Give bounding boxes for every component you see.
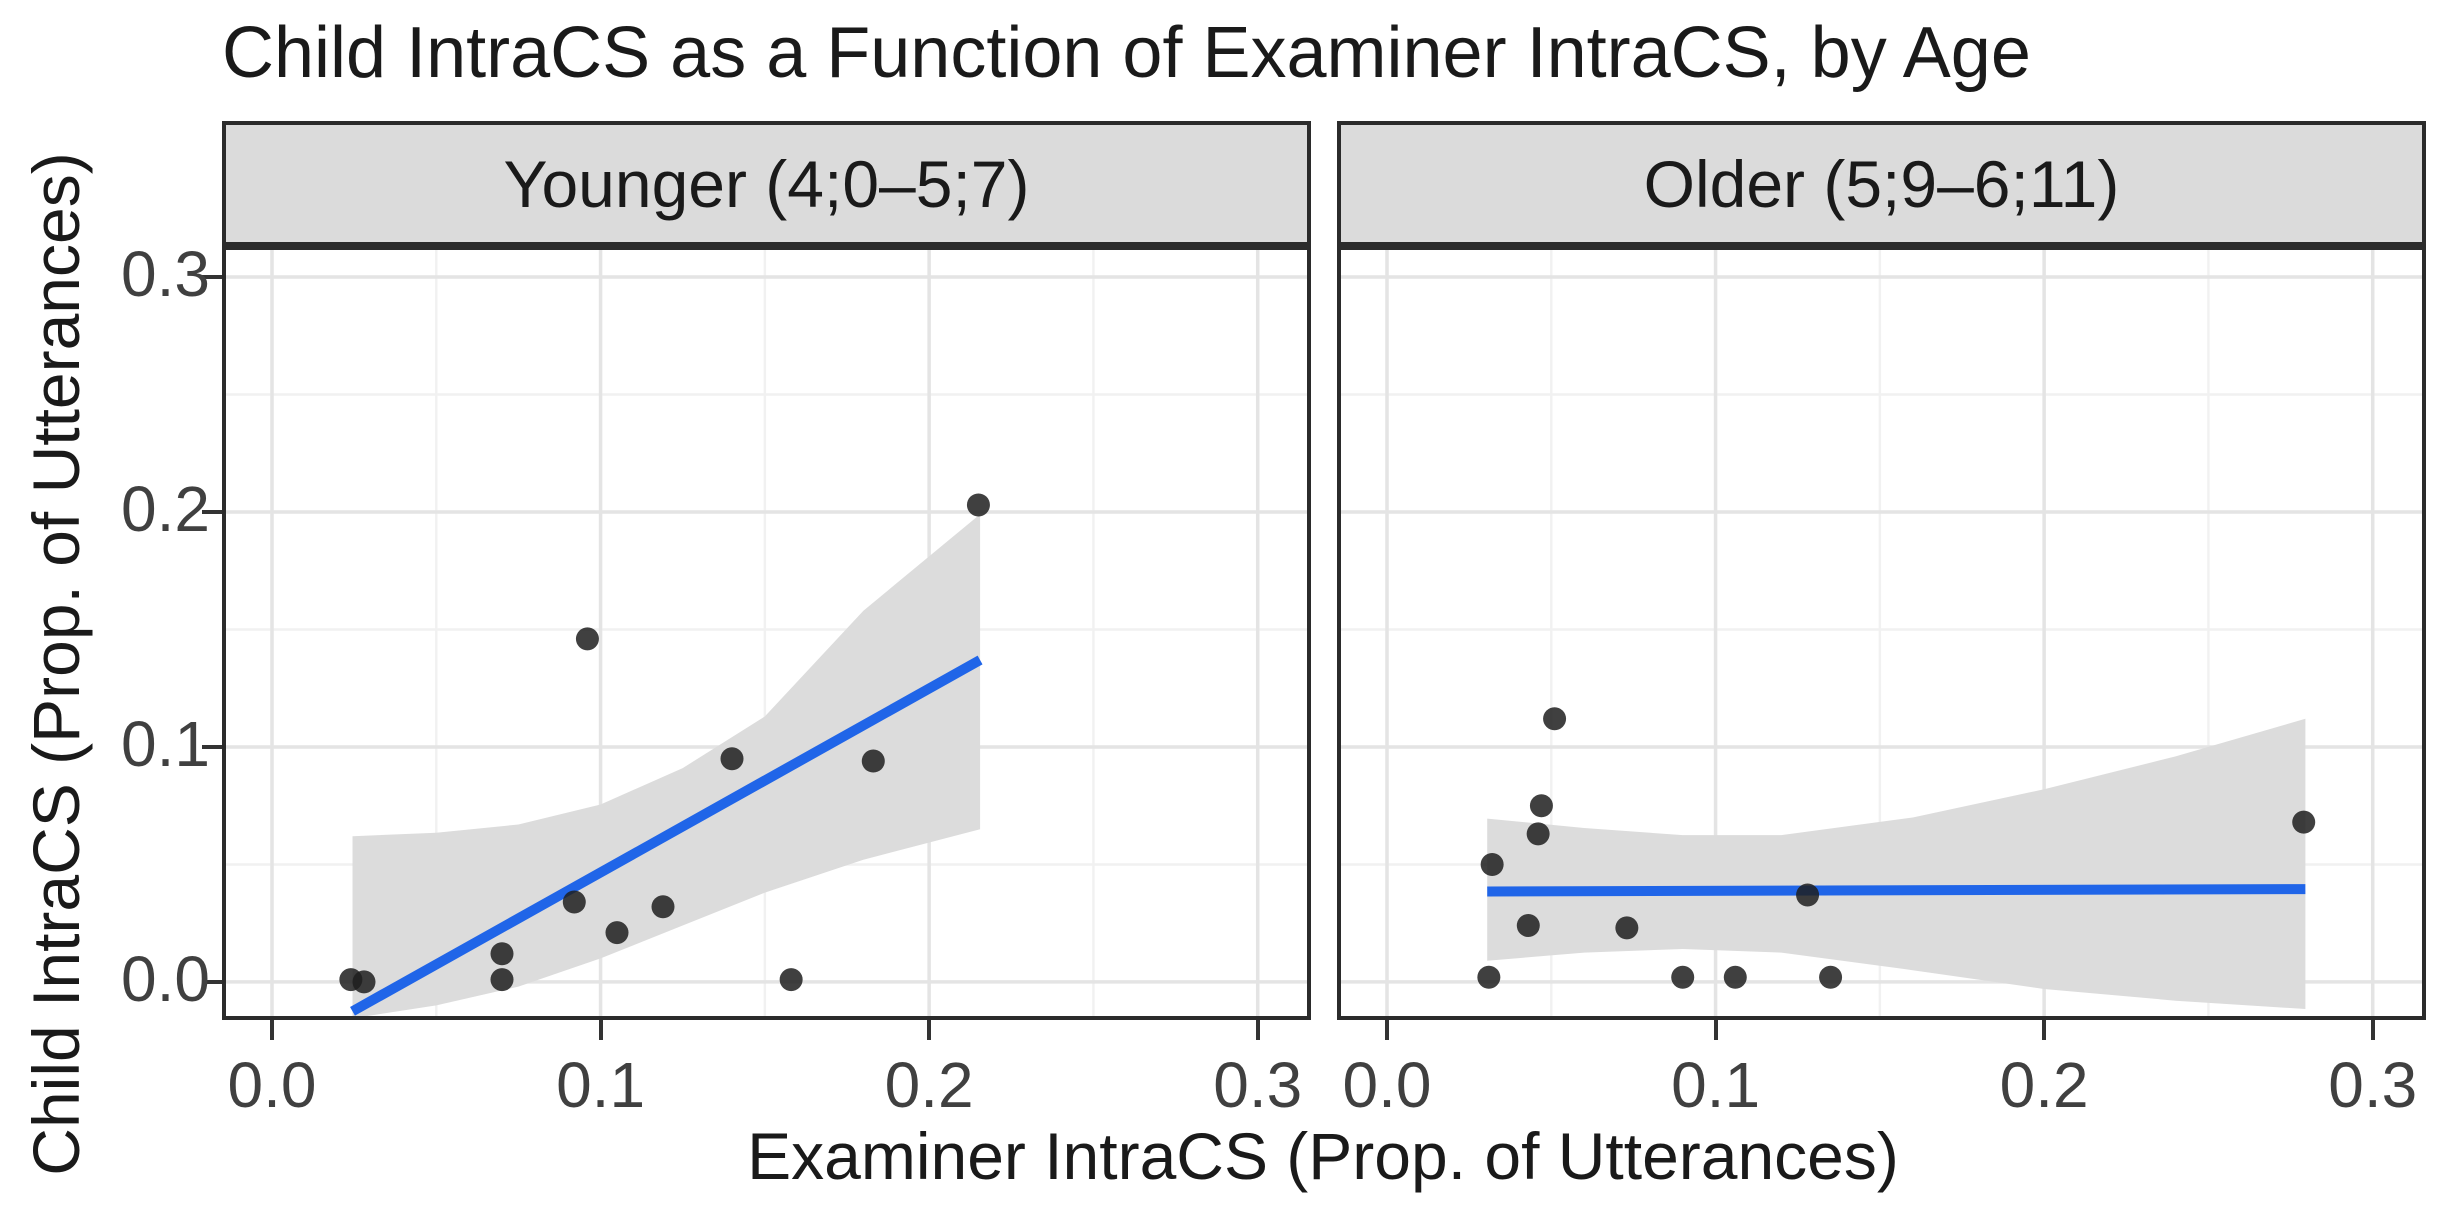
x-tick-mark: [927, 1020, 932, 1040]
data-point: [720, 747, 744, 771]
confidence-band: [1487, 718, 2306, 1009]
data-point: [2292, 810, 2316, 834]
data-point: [1526, 822, 1550, 846]
data-point: [1516, 914, 1540, 938]
x-tick-mark: [598, 1020, 603, 1040]
x-tick-label: 0.0: [227, 1049, 317, 1121]
regression-line: [1487, 884, 2306, 897]
data-point: [966, 493, 990, 517]
confidence-band: [352, 514, 981, 1016]
data-point: [1723, 965, 1747, 989]
y-tick-mark: [202, 979, 222, 984]
data-point: [1543, 707, 1567, 731]
y-axis-title: Child IntraCS (Prop. of Utterances): [19, 152, 93, 1176]
x-tick-mark: [1255, 1020, 1260, 1040]
y-tick-label: 0.1: [121, 707, 210, 780]
y-tick-label: 0.2: [121, 473, 210, 546]
plot-title: Child IntraCS as a Function of Examiner …: [222, 13, 2031, 93]
x-tick-label: 0.3: [2328, 1049, 2418, 1121]
y-tick-mark: [202, 275, 222, 280]
data-point: [1796, 883, 1820, 907]
data-point: [1477, 965, 1501, 989]
panel-younger: [222, 246, 1311, 1020]
scatter-plot-younger: [226, 250, 1307, 1016]
y-tick-label: 0.0: [121, 942, 210, 1015]
regression-line: [350, 655, 983, 1016]
x-tick-label: 0.0: [1342, 1049, 1432, 1121]
x-tick-mark: [1713, 1020, 1718, 1040]
facet-strip-label: Younger (4;0–5;7): [503, 146, 1030, 221]
data-point: [651, 895, 675, 919]
data-point: [1480, 852, 1504, 876]
data-point: [779, 968, 803, 992]
x-tick-label: 0.2: [1999, 1049, 2089, 1121]
panel-older: [1337, 246, 2426, 1020]
y-tick-mark: [202, 744, 222, 749]
facet-strip-older: Older (5;9–6;11): [1337, 121, 2426, 246]
x-tick-label: 0.2: [884, 1049, 974, 1121]
x-tick-label: 0.1: [1671, 1049, 1761, 1121]
data-point: [1819, 965, 1843, 989]
data-point: [352, 970, 376, 994]
y-tick-mark: [202, 509, 222, 514]
facet-strip-younger: Younger (4;0–5;7): [222, 121, 1311, 246]
x-tick-mark: [2042, 1020, 2047, 1040]
y-tick-label: 0.3: [121, 238, 210, 311]
data-point: [562, 890, 586, 914]
data-point: [1671, 965, 1695, 989]
data-point: [861, 749, 885, 773]
data-point: [605, 921, 629, 945]
x-tick-label: 0.1: [556, 1049, 646, 1121]
data-point: [1615, 916, 1639, 940]
data-point: [1529, 794, 1553, 818]
x-tick-mark: [1385, 1020, 1389, 1040]
facet-strip-label: Older (5;9–6;11): [1643, 146, 2120, 221]
data-point: [575, 627, 599, 651]
x-tick-mark: [2370, 1020, 2375, 1040]
data-point: [490, 968, 514, 992]
x-tick-label: 0.3: [1213, 1049, 1303, 1121]
x-axis-title: Examiner IntraCS (Prop. of Utterances): [747, 1119, 1899, 1193]
x-tick-mark: [270, 1020, 274, 1040]
data-point: [490, 942, 514, 966]
scatter-plot-older: [1341, 250, 2422, 1016]
